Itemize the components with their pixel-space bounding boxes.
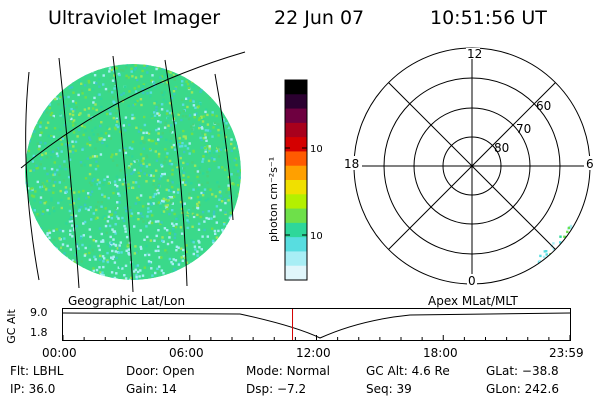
info-gc-alt: GC Alt: 4.6 Re (366, 364, 450, 378)
mlat-label-70: 70 (516, 122, 531, 136)
info-ip: IP: 36.0 (10, 382, 56, 396)
polar-diagonal (388, 82, 556, 250)
meridian-line (164, 59, 188, 287)
mlat-label-60: 60 (536, 99, 551, 113)
altitude-track-plot (62, 308, 571, 341)
colorbar-tick-10: 10 (310, 231, 322, 242)
colorbar-label: photon cm⁻²s⁻¹ (267, 157, 280, 242)
info-mode: Mode: Normal (246, 364, 330, 378)
instrument-title: Ultraviolet Imager (48, 7, 221, 29)
time-tick-1200: 12:00 (296, 346, 331, 360)
info-dsp: Dsp: −7.2 (246, 382, 307, 396)
time-tick-1800: 18:00 (423, 346, 458, 360)
colorbar-tick-100: 100 (310, 144, 322, 155)
geographic-image (20, 51, 246, 292)
altitude-curve (62, 312, 571, 339)
mlt-label-12: 12 (467, 47, 482, 61)
info-glon: GLon: 242.6 (486, 382, 559, 396)
time-tick-0000: 00:00 (42, 346, 77, 360)
meridian-line (25, 71, 40, 281)
meridian-line (58, 57, 80, 289)
date-label: 22 Jun 07 (274, 7, 365, 29)
info-gain: Gain: 14 (126, 382, 177, 396)
time-tick-0600: 06:00 (169, 346, 204, 360)
altitude-plot-frame (62, 308, 571, 341)
meridian-line (112, 55, 134, 292)
mlt-label-6: 6 (586, 157, 594, 171)
colorbar-gradient (285, 80, 307, 281)
time-label: 10:51:56 UT (430, 7, 547, 29)
mlt-label-18: 18 (344, 157, 359, 171)
latitude-line (20, 51, 246, 169)
info-glat: GLat: −38.8 (486, 364, 559, 378)
apex-label: Apex MLat/MLT (428, 294, 518, 308)
altitude-x-ticks (62, 335, 571, 340)
info-door: Door: Open (126, 364, 195, 378)
mlat-label-80: 80 (494, 141, 509, 155)
altitude-tick-min: 1.8 (30, 326, 48, 339)
time-tick-2359: 23:59 (549, 346, 584, 360)
auroral-emission-disk (25, 64, 241, 280)
lat-lon-grid (20, 51, 246, 292)
meridian-line (214, 73, 234, 221)
polar-plot: 12 18 6 0 60 70 80 (342, 47, 596, 288)
colorbar: 100 10 photon cm⁻²s⁻¹ (267, 79, 322, 281)
colorbar-ticks (285, 147, 307, 236)
info-flt: Flt: LBHL (10, 364, 64, 378)
info-seq: Seq: 39 (366, 382, 412, 396)
altitude-axis-label: GC Alt (4, 309, 18, 344)
altitude-tick-max: 9.0 (30, 306, 48, 319)
mlt-label-0: 0 (468, 274, 476, 288)
geographic-label: Geographic Lat/Lon (68, 294, 186, 308)
